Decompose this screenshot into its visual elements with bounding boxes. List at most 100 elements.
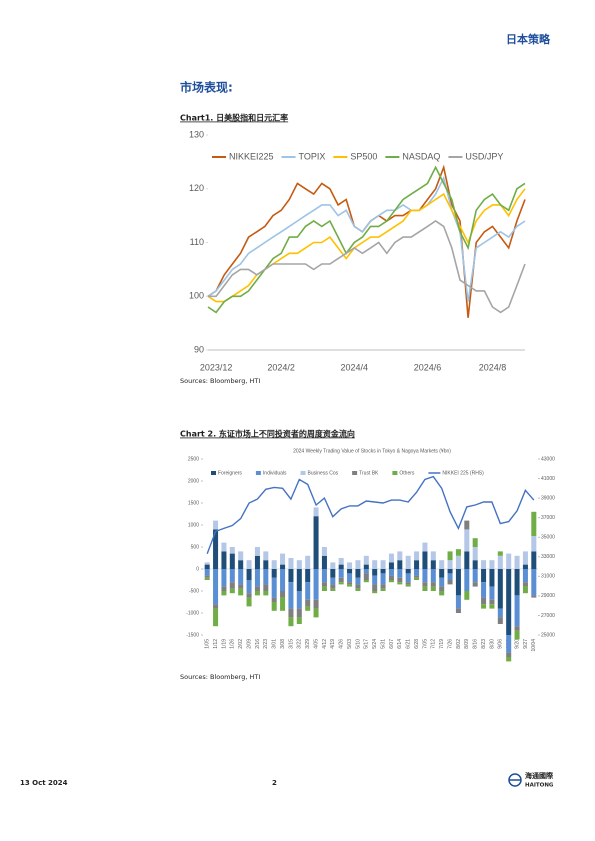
y-tick-label: 1000	[188, 522, 199, 528]
bar	[221, 569, 227, 587]
bar	[321, 547, 327, 556]
bar	[321, 582, 327, 587]
bar	[280, 553, 286, 565]
x-tick-label: 7/19	[439, 639, 445, 649]
bar	[280, 597, 286, 611]
bar	[380, 584, 386, 589]
bar	[363, 573, 369, 580]
bar	[355, 560, 361, 569]
bar	[514, 626, 520, 631]
x-tick-label: 5/24	[372, 639, 378, 649]
bar	[472, 547, 478, 561]
legend-label: TOPIX	[299, 151, 326, 161]
bar	[372, 591, 378, 594]
bar	[497, 569, 503, 609]
y-tick-label: 130	[189, 129, 204, 139]
x-tick-label: 2024/2	[267, 362, 295, 372]
x-tick-label: 10/04	[531, 639, 537, 652]
y2-tick-label: 29000	[541, 593, 555, 599]
bar	[506, 652, 512, 657]
y2-tick-label: 33000	[541, 554, 555, 560]
bar	[455, 549, 461, 556]
y-tick-label: 500	[191, 544, 200, 550]
legend-swatch	[255, 471, 261, 475]
y-tick-label: 110	[190, 237, 204, 247]
bar	[522, 551, 528, 565]
bar	[405, 573, 411, 583]
bar	[447, 560, 453, 569]
bar	[497, 608, 503, 618]
bar	[271, 569, 277, 578]
chart-caption: Chart1. 日美股指和日元汇率	[180, 113, 288, 123]
bar	[472, 569, 478, 583]
bar	[497, 555, 503, 569]
bar	[388, 575, 394, 580]
bar	[455, 569, 461, 596]
y2-tick-label: 41000	[541, 476, 555, 482]
bar	[481, 604, 487, 609]
x-tick-label: 6/07	[389, 639, 395, 649]
bar	[388, 580, 394, 583]
bar	[531, 511, 537, 536]
bar	[296, 560, 302, 569]
bar	[514, 555, 520, 569]
bar	[313, 507, 319, 517]
bar	[414, 569, 420, 576]
bar	[229, 569, 235, 583]
y2-tick-label: 31000	[541, 574, 555, 580]
x-tick-label: 2/16	[255, 639, 261, 649]
legend-swatch	[392, 471, 398, 475]
x-tick-label: 2/09	[246, 639, 252, 649]
bar	[397, 551, 403, 561]
legend-label: NASDAQ	[402, 151, 440, 161]
page-number: 2	[272, 779, 277, 787]
line	[207, 164, 526, 318]
bar	[522, 586, 528, 594]
bar	[246, 569, 252, 580]
bar	[506, 569, 512, 635]
bar	[305, 599, 311, 607]
bar	[280, 564, 286, 569]
bar	[464, 591, 470, 600]
x-tick-label: 3/08	[280, 639, 286, 649]
legend-label: Trust BK	[359, 470, 379, 476]
x-tick-label: 5/10	[355, 639, 361, 649]
bar	[204, 569, 210, 576]
legend-label: Business Cos	[308, 470, 339, 476]
y2-tick-label: 37000	[541, 515, 555, 521]
bar	[514, 569, 520, 596]
bar	[271, 602, 277, 611]
bar	[271, 597, 277, 602]
bar	[514, 630, 520, 640]
bar	[455, 595, 461, 609]
y-tick-label: -1500	[186, 632, 199, 638]
y2-tick-label: 43000	[541, 456, 555, 462]
x-tick-label: 6/28	[414, 639, 420, 649]
bar	[363, 580, 369, 583]
chart-source: Sources: Bloomberg, HTI	[180, 377, 260, 385]
x-tick-label: 8/23	[481, 639, 487, 649]
bar	[522, 582, 528, 587]
legend-label: NIKKEI225	[229, 151, 274, 161]
legend-swatch	[211, 471, 216, 475]
x-tick-label: 2/23	[263, 639, 269, 649]
legend-label: USD/JPY	[465, 151, 503, 161]
bar	[296, 591, 302, 609]
bar	[506, 657, 512, 662]
x-tick-label: 3/01	[272, 639, 278, 649]
line	[206, 475, 535, 555]
bar	[447, 569, 453, 574]
chart-source: Sources: Bloomberg, HTI	[180, 673, 260, 681]
bar	[355, 569, 361, 578]
bar	[388, 569, 394, 576]
bar	[430, 582, 436, 587]
bar	[522, 569, 528, 583]
bar	[330, 577, 336, 585]
x-tick-label: 1/12	[213, 639, 219, 649]
bar	[372, 575, 378, 585]
bar	[380, 560, 386, 569]
section-title: 市场表现:	[180, 80, 233, 95]
bar	[414, 551, 420, 561]
bar	[238, 584, 244, 589]
bar	[489, 604, 495, 609]
